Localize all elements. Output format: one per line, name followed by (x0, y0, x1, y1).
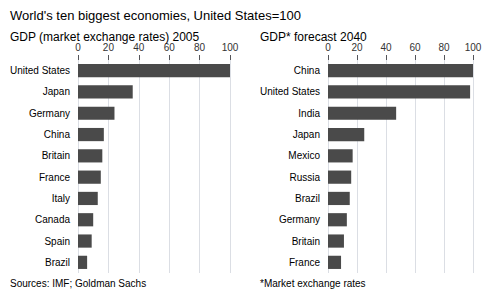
svg-text:Italy: Italy (52, 193, 70, 204)
svg-text:Mexico: Mexico (288, 150, 320, 161)
svg-text:40: 40 (133, 41, 145, 53)
svg-text:Canada: Canada (35, 214, 70, 225)
svg-text:80: 80 (194, 41, 206, 53)
svg-text:World's ten biggest economies,: World's ten biggest economies, United St… (10, 8, 301, 23)
svg-text:Japan: Japan (43, 86, 70, 97)
svg-text:Germany: Germany (279, 214, 320, 225)
svg-text:20: 20 (351, 41, 363, 53)
svg-text:Brazil: Brazil (295, 193, 320, 204)
svg-text:0: 0 (325, 41, 331, 53)
svg-text:40: 40 (380, 42, 392, 53)
svg-text:Britain: Britain (292, 236, 320, 247)
svg-text:100: 100 (222, 42, 239, 53)
svg-text:80: 80 (438, 42, 450, 53)
svg-text:Japan: Japan (293, 129, 320, 140)
svg-text:0: 0 (75, 41, 81, 53)
svg-text:Sources: IMF; Goldman Sachs: Sources: IMF; Goldman Sachs (10, 278, 146, 289)
svg-text:India: India (298, 108, 320, 119)
svg-text:GDP (market exchange rates) 20: GDP (market exchange rates) 2005 (10, 30, 200, 44)
svg-text:GDP* forecast 2040: GDP* forecast 2040 (260, 30, 367, 44)
svg-text:*Market exchange rates: *Market exchange rates (260, 278, 366, 289)
svg-text:20: 20 (102, 41, 114, 53)
svg-text:France: France (39, 172, 71, 183)
svg-text:Brazil: Brazil (45, 257, 70, 268)
svg-text:60: 60 (409, 42, 421, 53)
svg-text:100: 100 (465, 42, 482, 53)
svg-text:60: 60 (163, 41, 175, 53)
svg-text:Britain: Britain (42, 150, 70, 161)
svg-text:Spain: Spain (44, 236, 70, 247)
svg-text:United States: United States (260, 86, 320, 97)
svg-text:China: China (294, 65, 321, 76)
svg-text:Germany: Germany (29, 108, 70, 119)
svg-text:United States: United States (10, 65, 70, 76)
svg-text:France: France (289, 257, 321, 268)
svg-text:China: China (44, 129, 71, 140)
svg-text:Russia: Russia (289, 172, 320, 183)
